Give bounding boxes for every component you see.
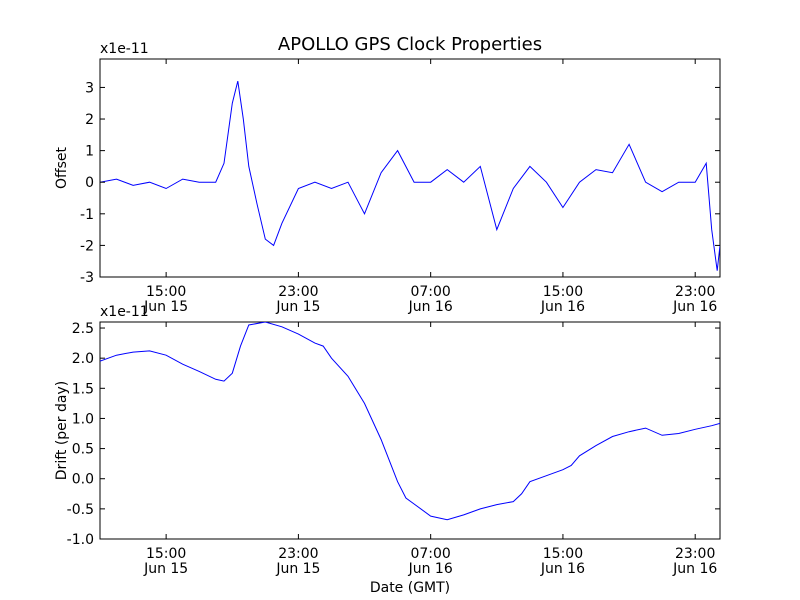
offset-ytick-label: -2 — [80, 238, 94, 254]
drift-xtick-time-label: 23:00 — [675, 546, 715, 562]
drift-ylabel: Drift (per day) — [54, 381, 70, 480]
drift-xtick-date-label: Jun 16 — [408, 561, 453, 577]
drift-xtick-date-label: Jun 16 — [540, 561, 585, 577]
drift-ytick-label: -1.0 — [67, 532, 94, 548]
offset-ytick-label: 0 — [85, 175, 94, 191]
drift-xtick-time-label: 07:00 — [410, 546, 450, 562]
offset-xtick-date-label: Jun 16 — [540, 299, 585, 315]
offset-ytick-label: 1 — [85, 144, 94, 160]
drift-xtick-date-label: Jun 16 — [672, 561, 717, 577]
drift-xtick-time-label: 15:00 — [146, 546, 186, 562]
offset-xtick-time-label: 15:00 — [146, 284, 186, 300]
figure-title: APOLLO GPS Clock Properties — [278, 34, 542, 55]
offset-ytick-label: 2 — [85, 112, 94, 128]
offset-xtick-date-label: Jun 16 — [672, 299, 717, 315]
offset-ytick-label: 3 — [85, 80, 94, 96]
drift-xtick-date-label: Jun 15 — [143, 561, 188, 577]
offset-xtick-time-label: 07:00 — [410, 284, 450, 300]
offset-xtick-time-label: 23:00 — [675, 284, 715, 300]
drift-ytick-label: 0.0 — [72, 472, 94, 488]
offset-plot-area — [99, 58, 721, 278]
drift-ytick-label: 2.5 — [72, 321, 94, 337]
offset-xtick-date-label: Jun 15 — [275, 299, 320, 315]
offset-ytick-label: -3 — [80, 270, 94, 286]
drift-ytick-label: 2.0 — [72, 351, 94, 367]
offset-series-line — [100, 80, 720, 271]
drift-plot-area — [99, 321, 721, 540]
drift-ytick-label: 0.5 — [72, 442, 94, 458]
drift-multiplier-label: x1e-11 — [100, 304, 149, 320]
drift-ytick-label: -0.5 — [67, 502, 94, 518]
offset-multiplier-label: x1e-11 — [100, 41, 149, 57]
drift-xtick-time-label: 23:00 — [278, 546, 318, 562]
drift-xlabel: Date (GMT) — [370, 580, 450, 596]
offset-xtick-date-label: Jun 15 — [143, 299, 188, 315]
offset-xtick-time-label: 23:00 — [278, 284, 318, 300]
offset-ytick-label: -1 — [80, 207, 94, 223]
drift-xtick-time-label: 15:00 — [543, 546, 583, 562]
drift-ytick-label: 1.5 — [72, 381, 94, 397]
drift-xtick-date-label: Jun 15 — [275, 561, 320, 577]
drift-series-line — [100, 322, 720, 521]
offset-xtick-time-label: 15:00 — [543, 284, 583, 300]
offset-xtick-date-label: Jun 16 — [408, 299, 453, 315]
offset-ylabel: Offset — [54, 146, 70, 189]
drift-ytick-label: 1.0 — [72, 411, 94, 427]
